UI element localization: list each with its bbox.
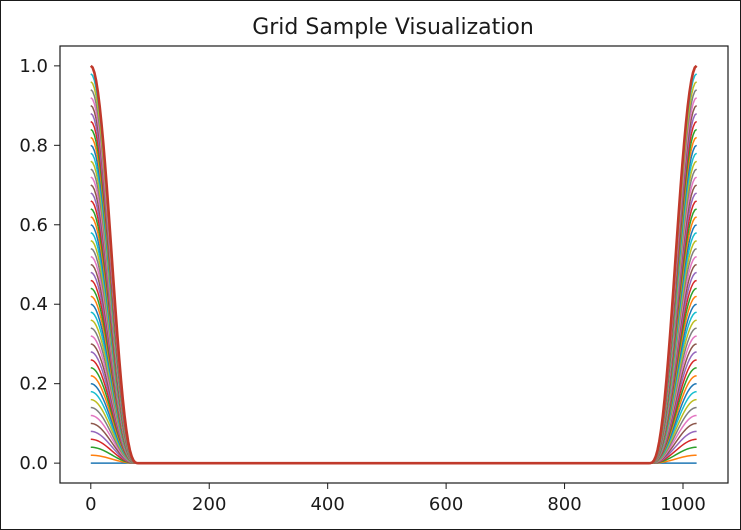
plot-background (60, 46, 728, 483)
y-tick-label: 0.4 (19, 294, 48, 315)
y-tick-label: 0.8 (19, 135, 48, 156)
x-tick-label: 800 (547, 494, 581, 515)
y-axis: 0.0 0.2 0.4 0.6 0.8 1.0 (19, 56, 60, 474)
y-tick-label: 0.6 (19, 215, 48, 236)
series-line (89, 64, 698, 465)
plot-border (59, 45, 729, 484)
y-tick-label: 0.0 (19, 453, 48, 474)
x-tick-label: 400 (310, 494, 344, 515)
x-tick-label: 1000 (660, 494, 706, 515)
chart-title: Grid Sample Visualization (252, 15, 534, 40)
x-axis: 0 200 400 600 800 1000 (85, 483, 706, 515)
x-tick-label: 600 (429, 494, 463, 515)
x-tick-label: 0 (85, 494, 96, 515)
x-tick-label: 200 (192, 494, 226, 515)
y-tick-label: 1.0 (19, 56, 48, 77)
series-group (89, 64, 698, 465)
plot-area (59, 45, 729, 484)
y-tick-label: 0.2 (19, 374, 48, 395)
